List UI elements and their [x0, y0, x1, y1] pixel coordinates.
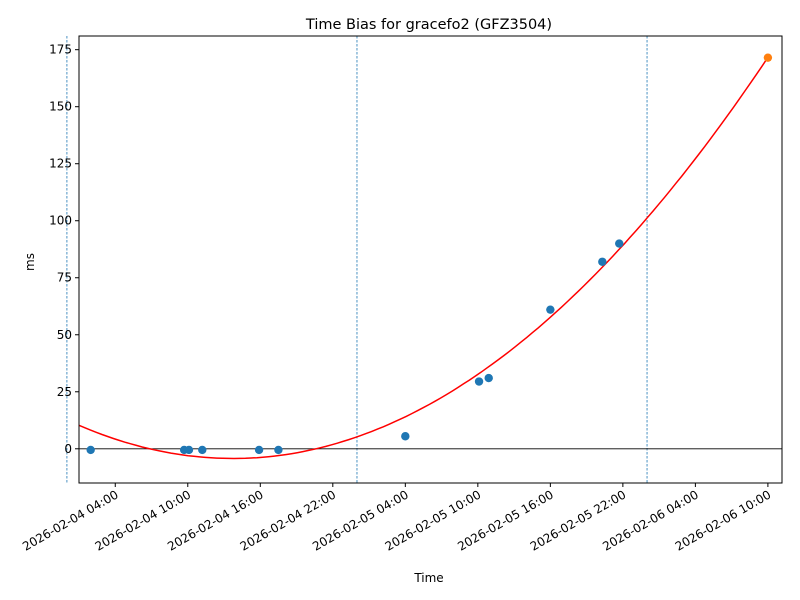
data-point-0-0	[86, 445, 95, 455]
data-point-0-10	[598, 257, 607, 266]
data-point-0-9	[546, 305, 555, 314]
x-axis-label: Time	[413, 571, 443, 585]
y-tick-label-4: 100	[49, 214, 72, 228]
data-point-0-11	[615, 239, 624, 248]
y-tick-label-2: 50	[57, 328, 72, 342]
y-tick-label-1: 25	[57, 385, 72, 399]
y-tick-label-6: 150	[49, 100, 72, 114]
y-tick-label-3: 75	[57, 271, 72, 285]
chart-title: Time Bias for gracefo2 (GFZ3504)	[305, 17, 552, 33]
y-tick-label-7: 175	[49, 43, 72, 57]
data-point-0-8	[484, 373, 493, 383]
data-point-0-6	[401, 432, 410, 441]
fit-curve-line	[78, 56, 769, 460]
y-tick-label-0: 0	[64, 442, 72, 456]
data-point-0-7	[474, 377, 484, 386]
plot-frame	[78, 35, 783, 484]
data-point-0-3	[198, 445, 207, 455]
data-point-0-4	[254, 445, 264, 455]
data-point-0-2	[184, 445, 194, 455]
y-axis-label: ms	[23, 253, 37, 271]
data-point-0-5	[274, 445, 283, 455]
data-point-1-0	[763, 53, 773, 62]
y-tick-label-5: 125	[49, 157, 72, 171]
